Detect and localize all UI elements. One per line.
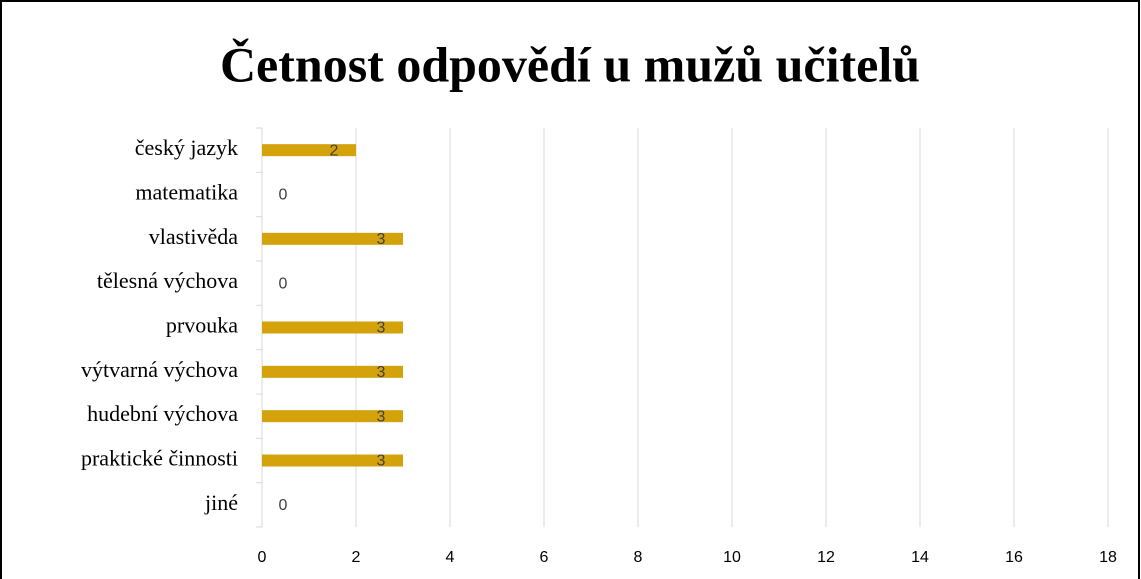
bar bbox=[262, 410, 403, 423]
x-tick-label: 14 bbox=[911, 549, 929, 566]
bar bbox=[262, 365, 403, 378]
y-tick-label: praktické činnosti bbox=[81, 446, 238, 471]
value-label: 3 bbox=[377, 408, 386, 425]
y-tick-label: vlastivěda bbox=[149, 224, 238, 249]
x-tick-label: 2 bbox=[352, 549, 361, 566]
bar bbox=[262, 321, 403, 334]
x-tick-label: 12 bbox=[817, 549, 835, 566]
y-tick-label: jiné bbox=[204, 490, 238, 515]
bar bbox=[262, 144, 356, 157]
y-tick-label: hudební výchova bbox=[87, 401, 238, 426]
value-label: 3 bbox=[377, 231, 386, 248]
value-label: 0 bbox=[279, 275, 288, 292]
value-label: 3 bbox=[377, 320, 386, 337]
x-tick-label: 16 bbox=[1005, 549, 1023, 566]
x-tick-label: 10 bbox=[723, 549, 741, 566]
value-label: 0 bbox=[279, 187, 288, 204]
y-tick-label: prvouka bbox=[166, 313, 238, 338]
value-label: 3 bbox=[377, 364, 386, 381]
value-label: 0 bbox=[279, 497, 288, 514]
x-tick-label: 8 bbox=[634, 549, 643, 566]
y-tick-label: český jazyk bbox=[135, 135, 238, 160]
x-tick-label: 6 bbox=[540, 549, 549, 566]
x-tick-label: 0 bbox=[258, 549, 267, 566]
y-tick-label: výtvarná výchova bbox=[81, 357, 238, 382]
x-tick-label: 4 bbox=[446, 549, 455, 566]
value-label: 3 bbox=[377, 453, 386, 470]
bar bbox=[262, 454, 403, 467]
bar bbox=[262, 232, 403, 245]
value-label: 2 bbox=[330, 142, 339, 159]
y-tick-label: matematika bbox=[135, 180, 238, 205]
y-tick-label: tělesná výchova bbox=[97, 268, 238, 293]
x-tick-label: 18 bbox=[1099, 549, 1117, 566]
chart-title: Četnost odpovědí u mužů učitelů bbox=[220, 36, 920, 92]
